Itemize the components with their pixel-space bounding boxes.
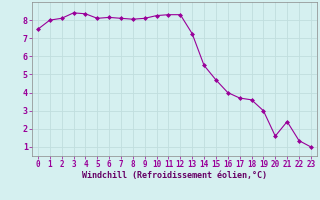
X-axis label: Windchill (Refroidissement éolien,°C): Windchill (Refroidissement éolien,°C) xyxy=(82,171,267,180)
